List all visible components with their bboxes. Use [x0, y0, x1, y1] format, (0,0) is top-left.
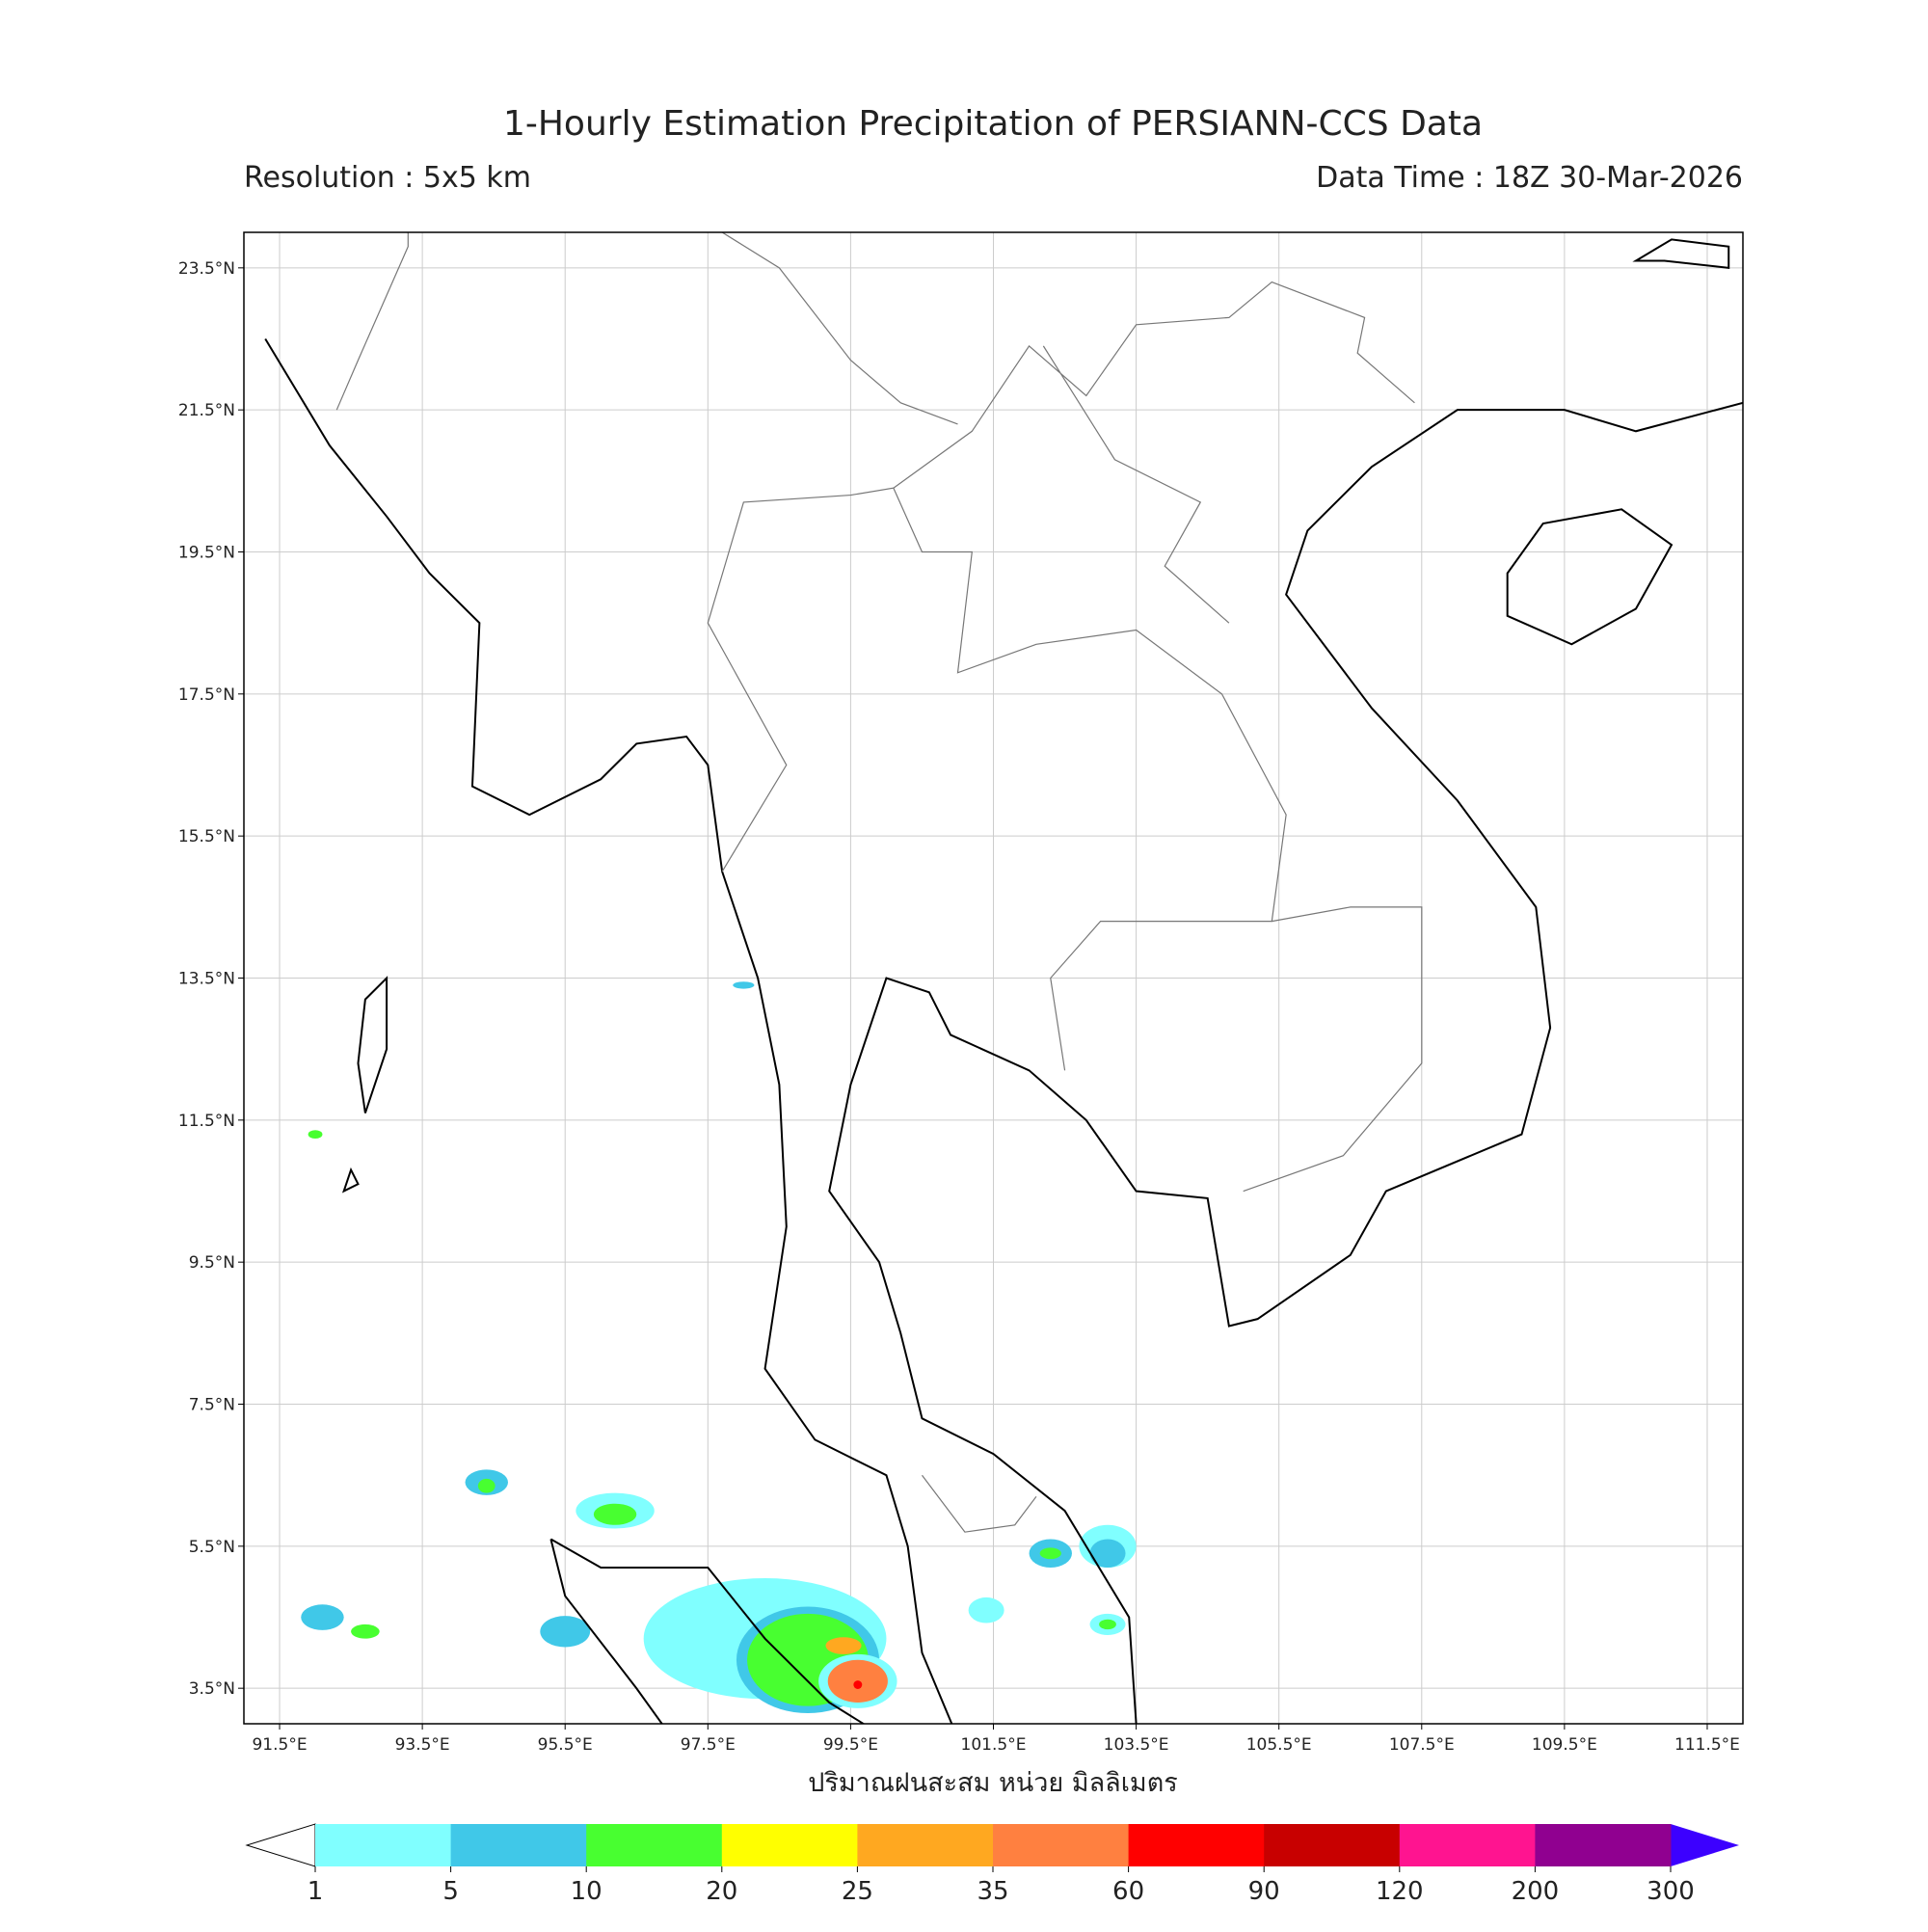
colorbar-under: [245, 1823, 316, 1867]
x-tick-label: 91.5°E: [252, 1735, 307, 1755]
colorbar-segment: [450, 1824, 587, 1866]
colorbar-segment: [721, 1824, 858, 1866]
colorbar-tick-label: 1: [308, 1877, 324, 1906]
x-tick-label: 101.5°E: [961, 1735, 1027, 1755]
y-tick-label: 7.5°N: [189, 1396, 235, 1415]
x-tick-label: 93.5°E: [395, 1735, 450, 1755]
title: 1-Hourly Estimation Precipitation of PER…: [503, 104, 1483, 144]
y-tick-label: 17.5°N: [178, 685, 235, 705]
colorbar-tick-label: 60: [1112, 1877, 1144, 1906]
colorbar-tick-label: 120: [1376, 1877, 1424, 1906]
data-time: Data Time : 18Z 30-Mar-2026: [1316, 161, 1743, 195]
rain: [301, 981, 1137, 1714]
colorbar-segment: [1128, 1824, 1265, 1866]
y-tick-label: 13.5°N: [178, 970, 235, 989]
y-tick-label: 19.5°N: [178, 544, 235, 563]
colorbar-segment: [857, 1824, 994, 1866]
colorbar-tick-label: 300: [1647, 1877, 1695, 1906]
geography: [265, 232, 1743, 1738]
map-area: [265, 232, 1743, 1738]
y-tick-label: 15.5°N: [178, 827, 235, 846]
colorbar-tick-label: 20: [706, 1877, 737, 1906]
x-tick-label: 103.5°E: [1104, 1735, 1169, 1755]
colorbar-tick-label: 90: [1248, 1877, 1280, 1906]
colorbar-segment: [1264, 1824, 1401, 1866]
colorbar-segment: [586, 1824, 723, 1866]
colorbar: 1 5 10 20 25 35 60 90 120 200 300: [245, 1823, 1739, 1906]
y-tick-label: 9.5°N: [189, 1253, 235, 1273]
colorbar-tick-label: 10: [571, 1877, 602, 1906]
x-tick-label: 111.5°E: [1674, 1735, 1740, 1755]
y-tick-label: 21.5°N: [178, 401, 235, 420]
x-tick-label: 105.5°E: [1246, 1735, 1312, 1755]
resolution: Resolution : 5x5 km: [244, 161, 531, 195]
colorbar-tick-label: 35: [977, 1877, 1008, 1906]
colorbar-segment: [1399, 1824, 1536, 1866]
colorbar-tick-label: 5: [442, 1877, 459, 1906]
x-axis-label: ปริมาณฝนสะสม หน่วย มิลลิเมตร: [808, 1768, 1178, 1798]
x-tick-label: 109.5°E: [1532, 1735, 1597, 1755]
x-tick-label: 107.5°E: [1389, 1735, 1455, 1755]
y-tick-label: 23.5°N: [178, 259, 235, 279]
x-tick-label: 95.5°E: [538, 1735, 593, 1755]
colorbar-tick-label: 25: [842, 1877, 873, 1906]
colorbar-tick-label: 200: [1512, 1877, 1560, 1906]
y-tick-label: 5.5°N: [189, 1538, 235, 1557]
colorbar-segment: [993, 1824, 1130, 1866]
y-tick-label: 3.5°N: [189, 1679, 235, 1699]
x-tick-label: 97.5°E: [681, 1735, 736, 1755]
colorbar-segment: [315, 1824, 452, 1866]
y-tick-label: 11.5°N: [178, 1112, 235, 1131]
x-tick-label: 99.5°E: [823, 1735, 878, 1755]
grid: [244, 232, 1743, 1724]
colorbar-segment: [1535, 1824, 1672, 1866]
colorbar-over: [1671, 1824, 1739, 1866]
